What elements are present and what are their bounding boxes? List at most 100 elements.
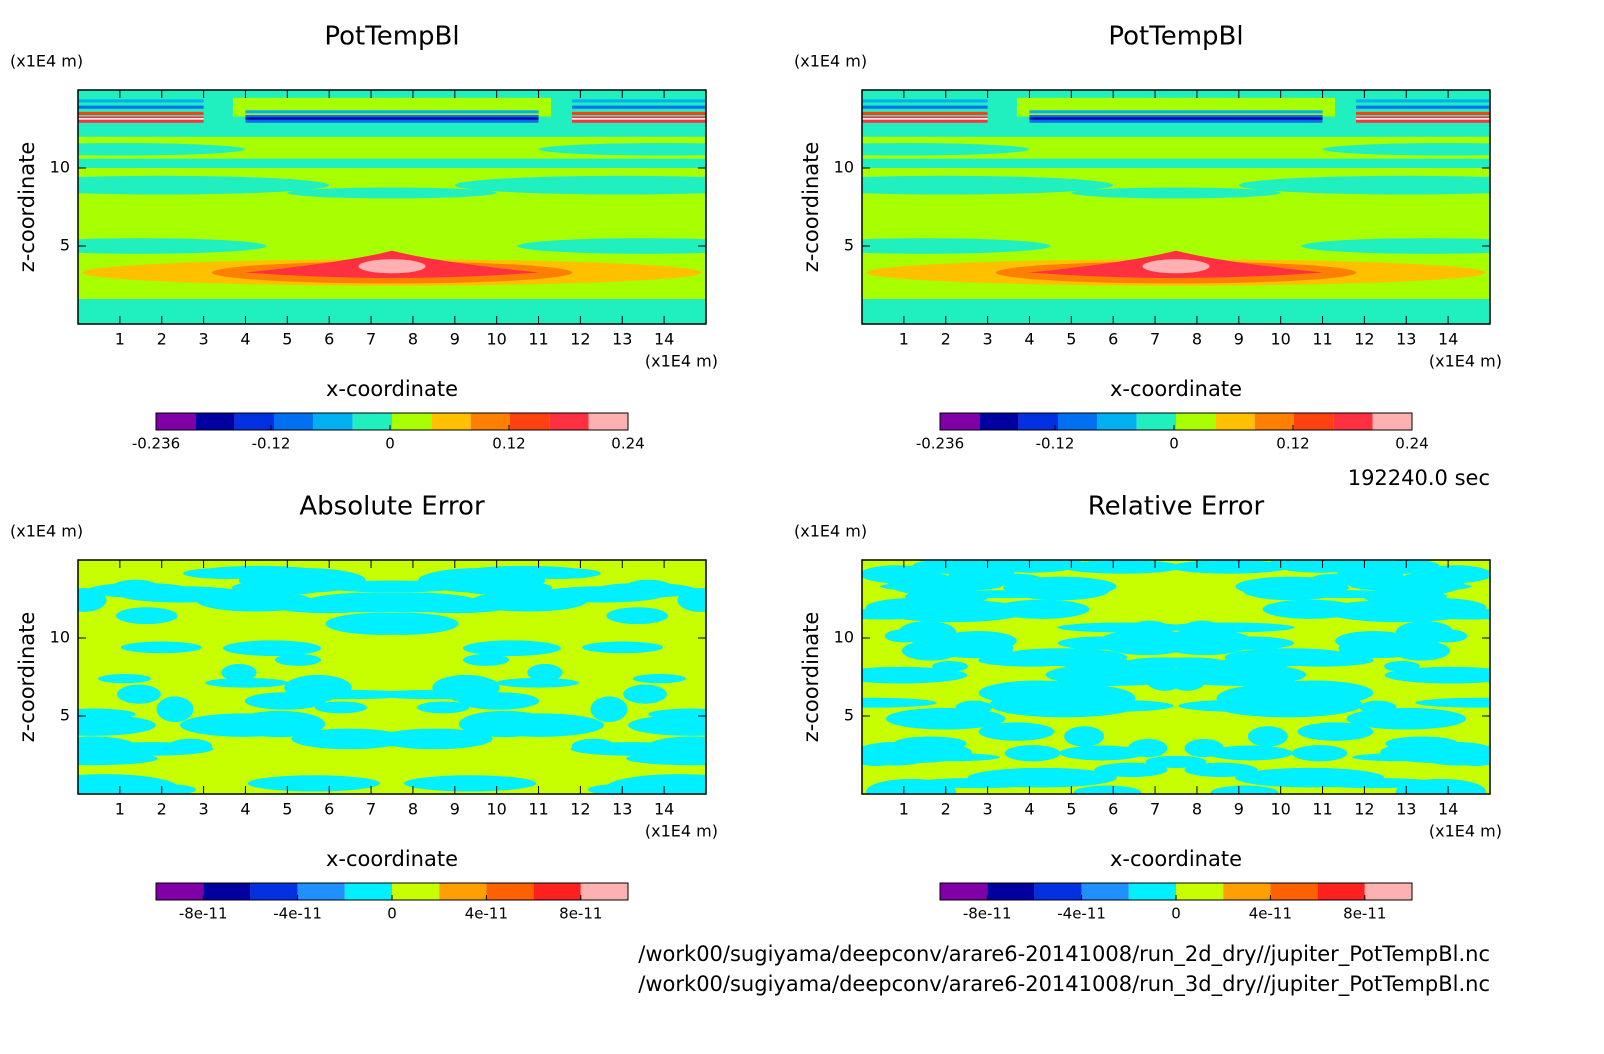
colorbar-box: [344, 883, 392, 900]
contour-region: [1392, 598, 1487, 618]
x-tick-label: 4: [1024, 330, 1034, 349]
contour-region: [247, 775, 380, 792]
x-tick-label: 12: [570, 330, 590, 349]
colorbar-box: [580, 883, 628, 900]
colorbar-tick-label: 0.24: [1395, 435, 1428, 453]
colorbar-box: [1097, 413, 1137, 430]
colorbar-tick-label: 0: [387, 905, 397, 923]
contour-region: [454, 175, 706, 195]
contour-region: [450, 692, 535, 704]
colorbar-tick-label: 0: [385, 435, 395, 453]
x-tick-label: 8: [408, 330, 418, 349]
contour-region: [939, 630, 1017, 651]
contour-region: [458, 710, 551, 738]
x-tick-label: 4: [240, 330, 250, 349]
contour-region: [129, 783, 197, 794]
colorbar-frame: [155, 412, 629, 431]
x-tick-label: 5: [1066, 800, 1076, 819]
x-tick-label: 3: [199, 800, 209, 819]
panel-title: Absolute Error: [299, 492, 485, 522]
colorbar-box: [1294, 413, 1334, 430]
contour-region: [677, 588, 706, 612]
colorbar-box: [1081, 883, 1129, 900]
contour-region: [898, 620, 957, 645]
colorbar-tick-label: 4e-11: [465, 905, 508, 923]
x-tick-label: 10: [486, 800, 506, 819]
contour-region: [862, 111, 988, 115]
x-tick-label: 1: [899, 800, 909, 819]
contour-region: [571, 738, 616, 754]
y-units: (x1E4 m): [10, 522, 83, 541]
contour-region: [1242, 580, 1341, 601]
contour-region: [1057, 636, 1150, 650]
y-tick-label: 10: [50, 158, 70, 177]
contour-region: [1094, 762, 1168, 778]
contour-region: [287, 187, 497, 199]
x-tick-label: 8: [1192, 330, 1202, 349]
y-tick-label: 10: [50, 628, 70, 647]
colorbar-tick-label: -4e-11: [273, 905, 322, 923]
contour-field: [862, 560, 1490, 794]
y-axis-label: z-coordinate: [799, 142, 823, 273]
contour-region: [338, 592, 480, 613]
contour-region: [1064, 726, 1105, 747]
contour-region: [1073, 785, 1142, 794]
contour-region: [572, 118, 706, 120]
contour-region: [98, 674, 152, 684]
colorbar-box: [979, 413, 1019, 430]
x-tick-label: 11: [1312, 330, 1332, 349]
contour-region: [1202, 636, 1295, 650]
x-axis-label: x-coordinate: [1110, 377, 1242, 401]
colorbar-box: [588, 413, 628, 430]
contour-region: [245, 110, 539, 114]
colorbar-box: [392, 413, 432, 430]
colorbar-box: [274, 413, 314, 430]
panel: PotTempBl (x1E4 m) (x1E4 m) x-coordinate z-c…: [794, 22, 1502, 453]
x-tick-label: 7: [366, 800, 376, 819]
contour-field: [78, 560, 706, 794]
contour-region: [1207, 745, 1293, 761]
y-axis-label: z-coordinate: [799, 612, 823, 743]
contour-region: [632, 674, 686, 684]
contour-region: [291, 728, 408, 750]
colorbar-tick-label: -4e-11: [1057, 905, 1106, 923]
contour-region: [1061, 560, 1183, 574]
contour-region: [887, 571, 956, 595]
contour-region: [862, 143, 1030, 156]
contour-region: [1262, 599, 1358, 619]
contour-region: [1184, 762, 1258, 778]
contour-region: [1322, 143, 1490, 156]
contour-region: [78, 99, 204, 103]
x-tick-label: 13: [1396, 330, 1416, 349]
x-tick-label: 2: [941, 800, 951, 819]
contour-region: [862, 125, 1490, 137]
x-units: (x1E4 m): [645, 352, 718, 371]
contour-region: [1151, 755, 1207, 768]
contour-region: [862, 99, 988, 103]
contour-region: [1184, 738, 1224, 758]
colorbar-tick-label: 8e-11: [559, 905, 602, 923]
x-tick-label: 14: [654, 330, 674, 349]
contour-region: [862, 238, 1051, 254]
colorbar-box: [297, 883, 345, 900]
contour-region: [1167, 667, 1207, 691]
x-tick-label: 13: [1396, 800, 1416, 819]
contour-region: [231, 580, 327, 596]
colorbar-tick-label: 0.24: [611, 435, 644, 453]
contour-region: [1162, 622, 1295, 633]
contour-region: [587, 783, 655, 794]
x-tick-label: 4: [240, 800, 250, 819]
contour-region: [572, 111, 706, 115]
contour-region: [249, 692, 334, 704]
contour-region: [1169, 560, 1291, 574]
colorbar-box: [1215, 413, 1255, 430]
x-tick-label: 12: [570, 800, 590, 819]
x-tick-label: 1: [115, 330, 125, 349]
contour-region: [1029, 117, 1323, 120]
contour-region: [866, 778, 957, 794]
colorbar-box: [1176, 883, 1224, 900]
contour-region: [1004, 745, 1061, 762]
x-tick-label: 9: [1234, 330, 1244, 349]
time-label: 192240.0 sec: [1348, 466, 1490, 490]
